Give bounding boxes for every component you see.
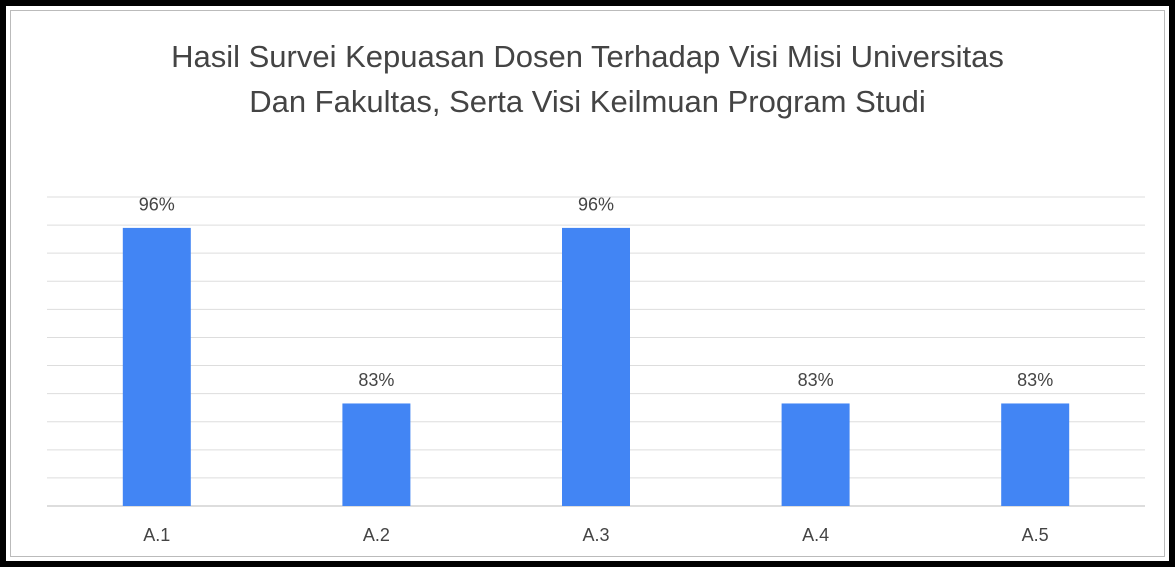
data-label: 96% <box>139 195 175 215</box>
bar <box>562 227 630 506</box>
data-label: 83% <box>358 370 394 390</box>
bar <box>1001 403 1070 506</box>
x-tick-label: A.3 <box>582 525 609 545</box>
data-label: 83% <box>1017 370 1053 390</box>
x-tick-label: A.2 <box>363 525 390 545</box>
data-label: 96% <box>578 195 614 215</box>
bar <box>342 403 411 506</box>
bar <box>781 403 850 506</box>
chart-title: Hasil Survei Kepuasan Dosen Terhadap Vis… <box>171 39 1004 119</box>
x-tick-label: A.1 <box>143 525 170 545</box>
bar <box>122 227 191 506</box>
x-tick-label: A.4 <box>802 525 829 545</box>
frame: A.1 96% A.2 83% A.3 96% A.4 83% A.5 83% Hasil Sur… <box>6 6 1169 561</box>
chart-area <box>10 10 1165 557</box>
chart: A.1 96% A.2 83% A.3 96% A.4 83% A.5 83% <box>47 195 1145 545</box>
x-tick-label: A.5 <box>1022 525 1049 545</box>
data-label: 83% <box>798 370 834 390</box>
